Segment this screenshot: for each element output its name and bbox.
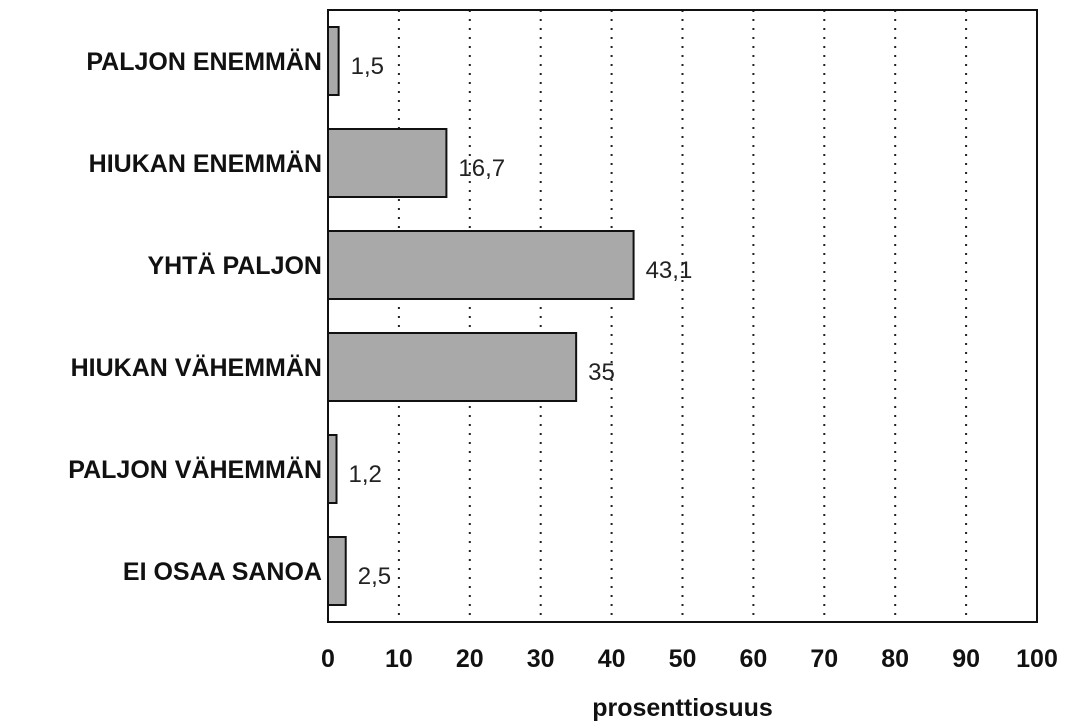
x-tick-labels: 0 10 20 30 40 50 60 70 80 90 100 xyxy=(321,645,1058,673)
value-label-5: 1,2 xyxy=(349,461,382,488)
category-labels: PALJON ENEMMÄN HIUKAN ENEMMÄN YHTÄ PALJON H… xyxy=(68,48,322,586)
value-labels: 1,5 16,7 43,1 35 1,2 2,5 xyxy=(349,53,693,590)
bar-5 xyxy=(327,434,338,504)
category-label-2: HIUKAN ENEMMÄN xyxy=(89,150,322,178)
value-label-6: 2,5 xyxy=(358,563,391,590)
x-tick-label-80: 80 xyxy=(881,645,909,673)
category-label-4: HIUKAN VÄHEMMÄN xyxy=(71,354,322,382)
value-label-3: 43,1 xyxy=(646,257,693,284)
bar-1 xyxy=(327,26,340,96)
x-tick-label-20: 20 xyxy=(456,645,484,673)
bars xyxy=(327,26,635,606)
x-tick-label-60: 60 xyxy=(739,645,767,673)
x-tick-label-0: 0 xyxy=(321,645,335,673)
bar-6 xyxy=(327,536,347,606)
value-label-4: 35 xyxy=(588,359,615,386)
bar-3 xyxy=(327,230,635,300)
category-label-3: YHTÄ PALJON xyxy=(147,252,322,280)
x-tick-label-100: 100 xyxy=(1016,645,1058,673)
bar-2 xyxy=(327,128,448,198)
x-tick-label-40: 40 xyxy=(598,645,626,673)
gridlines xyxy=(397,10,968,622)
x-axis-title: prosenttiosuus xyxy=(592,694,773,722)
x-tick-label-50: 50 xyxy=(669,645,697,673)
x-tick-label-70: 70 xyxy=(810,645,838,673)
category-label-5: PALJON VÄHEMMÄN xyxy=(68,456,322,484)
x-tick-label-30: 30 xyxy=(527,645,555,673)
bar-4 xyxy=(327,332,578,402)
value-label-2: 16,7 xyxy=(458,155,505,182)
category-label-6: EI OSAA SANOA xyxy=(123,558,322,586)
value-label-1: 1,5 xyxy=(351,53,384,80)
x-tick-label-10: 10 xyxy=(385,645,413,673)
x-tick-label-90: 90 xyxy=(952,645,980,673)
category-label-1: PALJON ENEMMÄN xyxy=(86,48,322,76)
plot-frame xyxy=(327,9,1038,623)
